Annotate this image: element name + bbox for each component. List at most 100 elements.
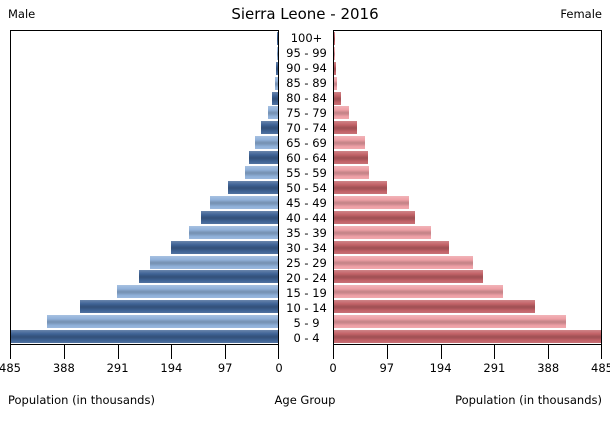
female-bar-30-34: [334, 240, 450, 254]
female-bar-row: [334, 255, 601, 270]
male-bar-row: [11, 135, 278, 150]
female-bar-row: [334, 61, 601, 76]
male-bar-row: [11, 61, 278, 76]
male-bar-row: [11, 180, 278, 195]
female-bar-70-74: [334, 121, 357, 135]
axis-tick: [63, 344, 65, 359]
age-group-label: 80 - 84: [286, 90, 327, 105]
axis-tick-label: 291: [483, 361, 506, 375]
female-bar-35-39: [334, 225, 431, 239]
female-bar-65-69: [334, 136, 365, 150]
axis-tick: [386, 344, 388, 359]
male-bar-30-34: [170, 240, 278, 254]
male-axis-ticks: [10, 344, 279, 359]
axis-tick-label: 485: [591, 361, 610, 375]
axis-tick-label: 485: [0, 361, 21, 375]
male-bar-80-84: [271, 91, 278, 105]
male-bar-row: [11, 165, 278, 180]
axis-tick-label: 388: [537, 361, 560, 375]
male-plot: [10, 30, 279, 345]
male-bar-75-79: [268, 106, 278, 120]
male-bar-5-9: [46, 315, 278, 329]
age-group-label: 95 - 99: [286, 45, 327, 60]
axis-tick: [548, 344, 550, 359]
age-group-label: 10 - 14: [286, 300, 327, 315]
male-bar-row: [11, 76, 278, 91]
age-group-label: 0 - 4: [293, 330, 320, 345]
male-bar-20-24: [139, 270, 278, 284]
female-bar-row: [334, 210, 601, 225]
female-bar-row: [334, 314, 601, 329]
age-group-label: 5 - 9: [293, 315, 320, 330]
male-bar-25-29: [149, 255, 278, 269]
male-bar-row: [11, 120, 278, 135]
age-group-label: 65 - 69: [286, 135, 327, 150]
male-bar-row: [11, 255, 278, 270]
female-axis-tick-labels: 0 97 194 291 388 485: [329, 361, 610, 375]
male-bar-row: [11, 195, 278, 210]
female-bar-row: [334, 31, 601, 46]
axis-tick: [440, 344, 442, 359]
female-bar-5-9: [334, 315, 566, 329]
male-bar-row: [11, 91, 278, 106]
axis-tick: [117, 344, 119, 359]
axis-tick-label: 97: [379, 361, 395, 375]
male-bar-row: [11, 270, 278, 285]
male-bar-0-4: [11, 330, 278, 344]
female-bar-row: [334, 180, 601, 195]
female-bar-row: [334, 329, 601, 344]
axis-tick: [171, 344, 173, 359]
female-bar-row: [334, 91, 601, 106]
male-bar-row: [11, 299, 278, 314]
male-bar-90-94: [276, 61, 278, 75]
female-bar-row: [334, 195, 601, 210]
age-group-label: 40 - 44: [286, 210, 327, 225]
age-group-label: 15 - 19: [286, 285, 327, 300]
female-bar-90-94: [334, 61, 336, 75]
male-bar-35-39: [188, 225, 278, 239]
axis-tick-label: 0: [275, 361, 283, 375]
male-bar-100+: [277, 31, 278, 45]
male-bar-row: [11, 284, 278, 299]
female-bar-0-4: [334, 330, 601, 344]
female-bar-50-54: [334, 181, 388, 195]
female-bar-55-59: [334, 166, 369, 180]
female-bar-row: [334, 76, 601, 91]
age-group-label: 55 - 59: [286, 165, 327, 180]
female-bar-40-44: [334, 210, 416, 224]
axis-tick-label: 194: [160, 361, 183, 375]
axis-tick: [10, 344, 11, 359]
male-bar-row: [11, 46, 278, 61]
female-bar-row: [334, 165, 601, 180]
male-bar-95-99: [276, 46, 278, 60]
female-bar-row: [334, 270, 601, 285]
male-bar-row: [11, 314, 278, 329]
male-bar-row: [11, 150, 278, 165]
age-group-label: 90 - 94: [286, 60, 327, 75]
female-bar-20-24: [334, 270, 484, 284]
axis-tick: [278, 344, 279, 359]
female-bar-row: [334, 240, 601, 255]
female-bar-85-89: [334, 76, 337, 90]
female-bar-15-19: [334, 285, 503, 299]
male-bar-15-19: [116, 285, 278, 299]
chart-title: Sierra Leone - 2016: [231, 5, 379, 23]
axis-tick-label: 388: [52, 361, 75, 375]
age-group-label: 70 - 74: [286, 120, 327, 135]
female-bar-100+: [334, 31, 335, 45]
female-bar-75-79: [334, 106, 349, 120]
female-bar-row: [334, 150, 601, 165]
age-group-label: 45 - 49: [286, 195, 327, 210]
male-bar-row: [11, 31, 278, 46]
age-group-label: 60 - 64: [286, 150, 327, 165]
female-bar-25-29: [334, 255, 473, 269]
male-axis-label: Male: [8, 7, 36, 21]
male-bar-50-54: [228, 181, 278, 195]
axis-tick-label: 97: [217, 361, 233, 375]
age-group-label: 25 - 29: [286, 255, 327, 270]
age-labels: 100+ 95 - 99 90 - 94 85 - 89 80 - 84 75 - 79 7…: [280, 30, 333, 345]
female-bar-row: [334, 46, 601, 61]
female-plot: [333, 30, 602, 345]
male-bar-65-69: [254, 136, 278, 150]
female-axis-title: Population (in thousands): [455, 393, 602, 407]
